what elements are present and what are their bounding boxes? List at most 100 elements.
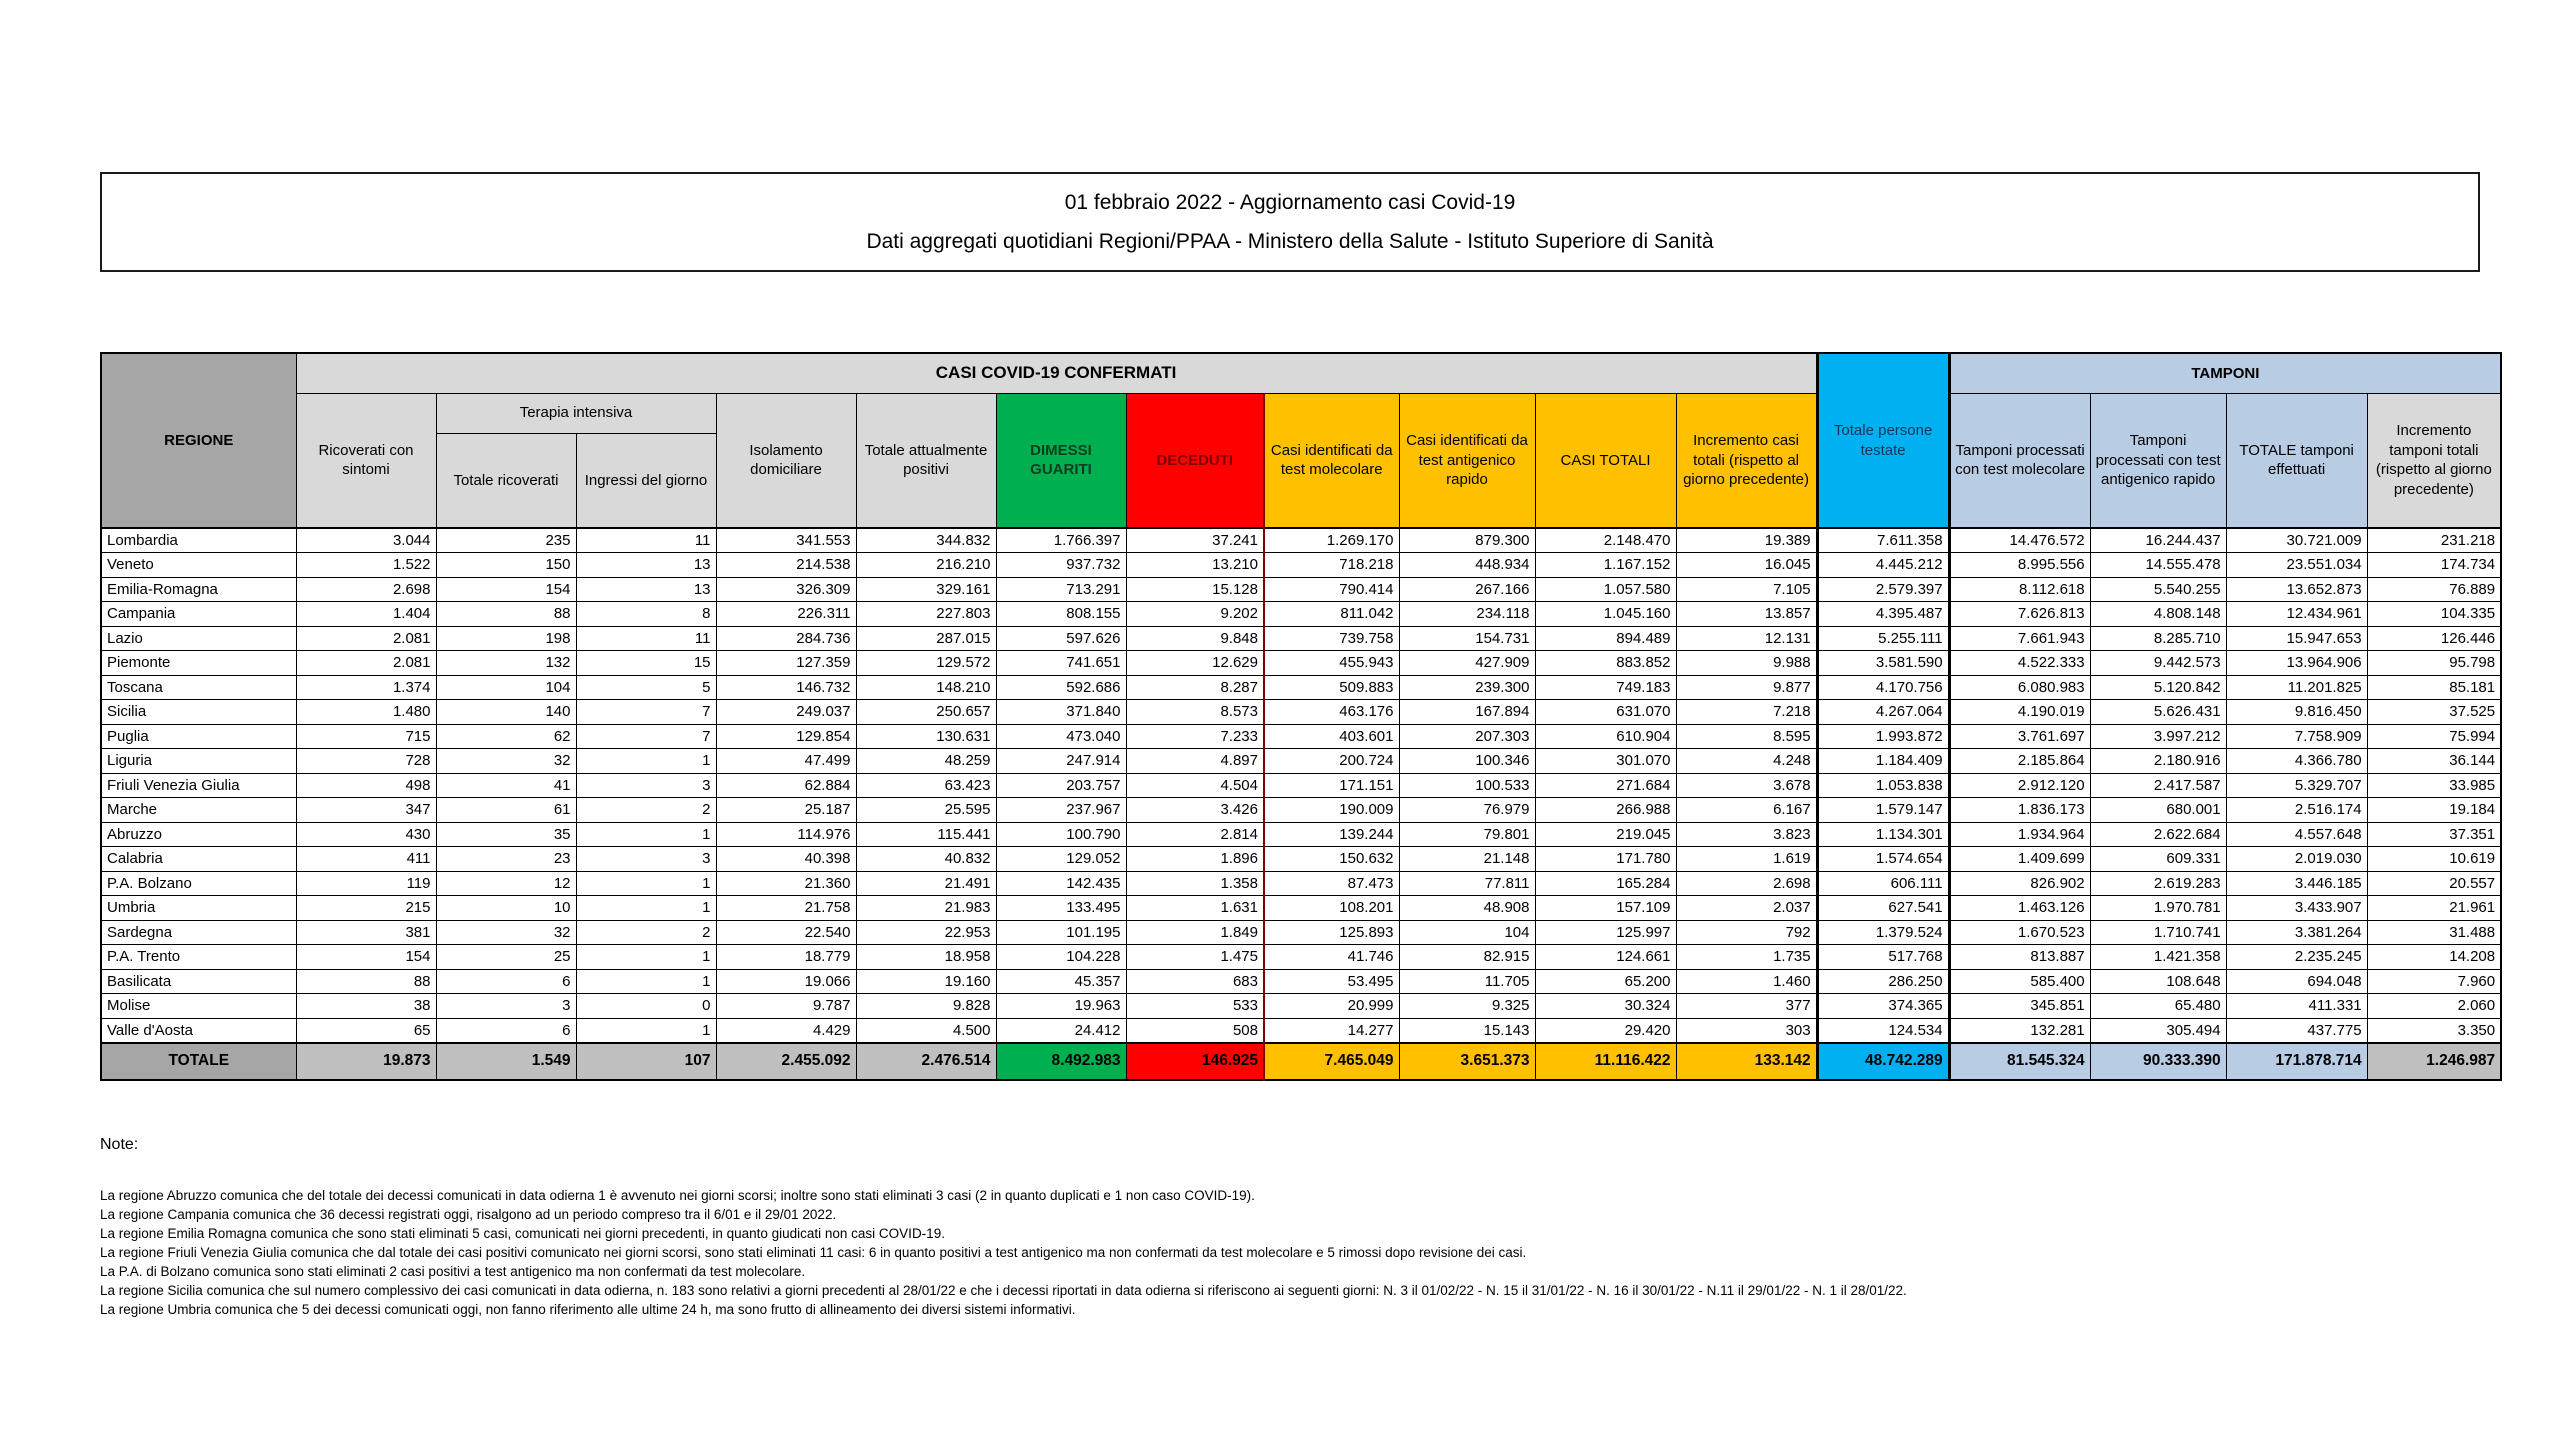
value-cell: 680.001 — [2089, 797, 2227, 823]
value-cell: 3.446.185 — [2225, 870, 2368, 896]
value-cell: 62 — [435, 723, 577, 749]
value-cell: 1.766.397 — [995, 527, 1127, 553]
value-cell: 718.218 — [1263, 552, 1400, 578]
region-cell: Piemonte — [100, 650, 297, 676]
header-deceduti: DECEDUTI — [1125, 392, 1265, 529]
value-cell: 249.037 — [715, 699, 857, 725]
header-totale-attualmente-positivi: Totale attualmente positivi — [855, 392, 997, 529]
value-cell: 132.281 — [1948, 1017, 2091, 1043]
value-cell: 76.889 — [2366, 576, 2502, 602]
value-cell: 119 — [295, 870, 437, 896]
value-cell: 47.499 — [715, 748, 857, 774]
region-cell: Friuli Venezia Giulia — [100, 772, 297, 798]
total-value-cell: 133.142 — [1675, 1041, 1818, 1080]
value-cell: 694.048 — [2225, 968, 2368, 994]
value-cell: 715 — [295, 723, 437, 749]
notes-section: Note: La regione Abruzzo comunica che de… — [100, 1136, 2520, 1319]
value-cell: 3.426 — [1125, 797, 1265, 823]
value-cell: 215 — [295, 895, 437, 921]
region-cell: Emilia-Romagna — [100, 576, 297, 602]
value-cell: 4.170.756 — [1815, 674, 1951, 700]
value-cell: 13 — [575, 576, 717, 602]
value-cell: 610.904 — [1534, 723, 1677, 749]
value-cell: 77.811 — [1398, 870, 1536, 896]
region-cell: Sardegna — [100, 919, 297, 945]
value-cell: 3.581.590 — [1815, 650, 1951, 676]
value-cell: 13.964.906 — [2225, 650, 2368, 676]
value-cell: 6 — [435, 968, 577, 994]
value-cell: 1.057.580 — [1534, 576, 1677, 602]
value-cell: 10.619 — [2366, 846, 2502, 872]
value-cell: 41 — [435, 772, 577, 798]
value-cell: 226.311 — [715, 601, 857, 627]
value-cell: 100.346 — [1398, 748, 1536, 774]
value-cell: 219.045 — [1534, 821, 1677, 847]
value-cell: 1.522 — [295, 552, 437, 578]
value-cell: 203.757 — [995, 772, 1127, 798]
value-cell: 3.044 — [295, 527, 437, 553]
value-cell: 40.398 — [715, 846, 857, 872]
value-cell: 234.118 — [1398, 601, 1536, 627]
header-tamponi-antigenico: Tamponi processati con test antigenico r… — [2089, 392, 2227, 529]
value-cell: 9.877 — [1675, 674, 1818, 700]
value-cell: 21.961 — [2366, 895, 2502, 921]
value-cell: 1 — [575, 944, 717, 970]
title-line-2: Dati aggregati quotidiani Regioni/PPAA -… — [866, 230, 1714, 254]
region-cell: Veneto — [100, 552, 297, 578]
value-cell: 171.151 — [1263, 772, 1400, 798]
region-cell: Toscana — [100, 674, 297, 700]
value-cell: 235 — [435, 527, 577, 553]
value-cell: 286.250 — [1815, 968, 1951, 994]
value-cell: 9.442.573 — [2089, 650, 2227, 676]
value-cell: 150.632 — [1263, 846, 1400, 872]
value-cell: 455.943 — [1263, 650, 1400, 676]
value-cell: 148.210 — [855, 674, 997, 700]
value-cell: 9.816.450 — [2225, 699, 2368, 725]
value-cell: 150 — [435, 552, 577, 578]
table-header: REGIONE CASI COVID-19 CONFERMATI Totale … — [100, 352, 2502, 529]
value-cell: 713.291 — [995, 576, 1127, 602]
table-row: Lazio 2.081 198 11 284.736 287.015 597.626 9.84… — [100, 625, 2502, 651]
value-cell: 16.045 — [1675, 552, 1818, 578]
total-label-cell: TOTALE — [100, 1041, 297, 1080]
value-cell: 4.500 — [855, 1017, 997, 1043]
value-cell: 18.779 — [715, 944, 857, 970]
table-row: Campania 1.404 88 8 226.311 227.803 808.155 9.2… — [100, 601, 2502, 627]
total-value-cell: 1.549 — [435, 1041, 577, 1080]
value-cell: 45.357 — [995, 968, 1127, 994]
value-cell: 37.241 — [1125, 527, 1265, 553]
value-cell: 8.112.618 — [1948, 576, 2091, 602]
value-cell: 266.988 — [1534, 797, 1677, 823]
value-cell: 1.053.838 — [1815, 772, 1951, 798]
value-cell: 1.836.173 — [1948, 797, 2091, 823]
value-cell: 14.208 — [2366, 944, 2502, 970]
region-cell: Valle d'Aosta — [100, 1017, 297, 1043]
value-cell: 2.814 — [1125, 821, 1265, 847]
value-cell: 879.300 — [1398, 527, 1536, 553]
region-cell: P.A. Bolzano — [100, 870, 297, 896]
value-cell: 631.070 — [1534, 699, 1677, 725]
value-cell: 2.516.174 — [2225, 797, 2368, 823]
total-value-cell: 107 — [575, 1041, 717, 1080]
value-cell: 3.761.697 — [1948, 723, 2091, 749]
value-cell: 1.269.170 — [1263, 527, 1400, 553]
value-cell: 305.494 — [2089, 1017, 2227, 1043]
total-row: TOTALE 19.873 1.549 107 2.455.092 2.476.514 8.… — [100, 1041, 2502, 1080]
region-cell: Umbria — [100, 895, 297, 921]
value-cell: 140 — [435, 699, 577, 725]
value-cell: 7.758.909 — [2225, 723, 2368, 749]
value-cell: 12.131 — [1675, 625, 1818, 651]
note-line: La P.A. di Bolzano comunica sono stati e… — [100, 1264, 806, 1279]
value-cell: 2.037 — [1675, 895, 1818, 921]
value-cell: 104.335 — [2366, 601, 2502, 627]
value-cell: 1.480 — [295, 699, 437, 725]
value-cell: 1 — [575, 968, 717, 994]
value-cell: 130.631 — [855, 723, 997, 749]
value-cell: 303 — [1675, 1017, 1818, 1043]
header-casi-test-antigenico: Casi identificati da test antigenico rap… — [1398, 392, 1536, 529]
header-ricoverati-con-sintomi: Ricoverati con sintomi — [295, 392, 437, 529]
value-cell: 2.698 — [295, 576, 437, 602]
value-cell: 12.434.961 — [2225, 601, 2368, 627]
value-cell: 1.421.358 — [2089, 944, 2227, 970]
value-cell: 35 — [435, 821, 577, 847]
